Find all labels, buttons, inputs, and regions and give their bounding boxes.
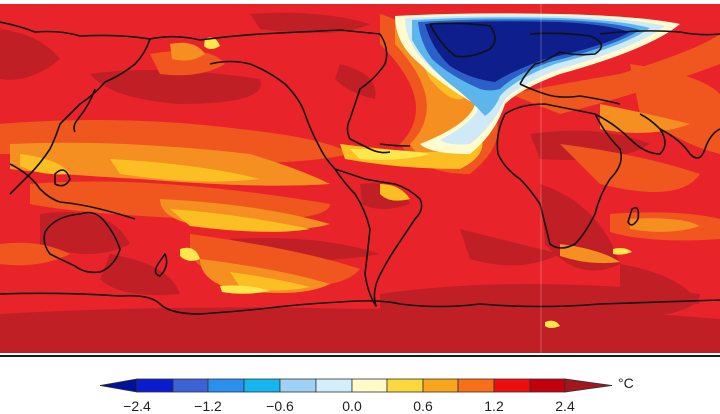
colorbar-tick-label: 1.2 bbox=[484, 398, 504, 414]
warming-pale-yellow bbox=[180, 37, 632, 328]
colorbar-tick-label: −1.2 bbox=[194, 398, 222, 414]
temperature-anomaly-map bbox=[0, 4, 720, 353]
colorbar-tick-label: 2.4 bbox=[555, 398, 575, 414]
colorbar-cells bbox=[136, 378, 566, 393]
colorbar-tick-label: 0.6 bbox=[413, 398, 433, 414]
map-separator-line bbox=[0, 355, 720, 357]
colorbar-over-triangle bbox=[564, 378, 613, 393]
coastlines bbox=[0, 21, 720, 315]
colorbar-under-triangle bbox=[99, 378, 138, 393]
colorbar-tick-label: 0.0 bbox=[342, 398, 362, 414]
colorbar-tick-label: −2.4 bbox=[123, 398, 151, 414]
colorbar-unit-label: °C bbox=[618, 375, 634, 391]
colorbar-tick-label: −0.6 bbox=[266, 398, 294, 414]
north-atlantic-cooling bbox=[395, 13, 680, 155]
